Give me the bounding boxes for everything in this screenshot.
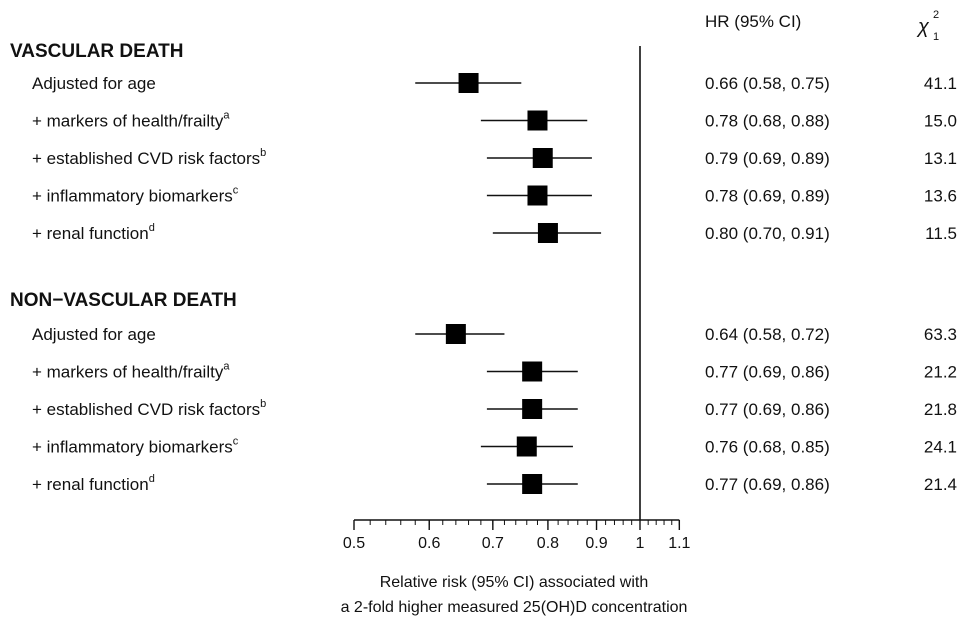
row-label: + markers of health/frailtya — [32, 110, 230, 131]
hr-value: 0.77 (0.69, 0.86) — [705, 400, 830, 419]
row-label-footnote: b — [260, 398, 266, 410]
chi-square-column-header: χ — [916, 16, 930, 38]
x-tick-label: 0.6 — [418, 535, 440, 552]
group-title: VASCULAR DEATH — [10, 41, 183, 62]
chi-square-value: 13.1 — [924, 149, 957, 168]
hr-marker — [516, 436, 537, 457]
row-label-footnote: c — [233, 436, 239, 448]
row-label: + markers of health/frailtya — [32, 361, 230, 382]
chi-square-value: 15.0 — [924, 112, 957, 131]
row-label-footnote: d — [149, 473, 155, 485]
hr-value: 0.79 (0.69, 0.89) — [705, 149, 830, 168]
chi-square-superscript: 2 — [933, 9, 939, 21]
hr-marker — [522, 399, 543, 419]
chi-square-value: 63.3 — [924, 325, 957, 344]
x-tick-label: 0.7 — [482, 535, 504, 552]
hr-marker — [527, 110, 548, 131]
hr-column-header: HR (95% CI) — [705, 12, 801, 31]
hr-marker — [522, 361, 543, 382]
x-axis: 0.5 0.6 0.7 0.8 0.9 1 1.1 — [343, 519, 691, 552]
hr-marker — [522, 474, 543, 494]
row-label: + established CVD risk factorsb — [32, 398, 266, 419]
hr-value: 0.77 (0.69, 0.86) — [705, 475, 830, 494]
chi-square-value: 11.5 — [925, 224, 957, 243]
row-label: Adjusted for age — [32, 325, 156, 344]
hr-value: 0.80 (0.70, 0.91) — [705, 224, 830, 243]
hr-marker — [537, 223, 558, 243]
forest-rows: VASCULAR DEATH Adjusted for age 0.66 (0.58… — [10, 41, 957, 494]
hr-value: 0.78 (0.68, 0.88) — [705, 112, 830, 131]
row-label: + inflammatory biomarkersc — [32, 185, 239, 206]
hr-marker — [445, 324, 466, 344]
row-label-footnote: b — [260, 147, 266, 159]
row-label-footnote: a — [223, 361, 230, 373]
chi-square-value: 24.1 — [924, 438, 957, 457]
row-label: + established CVD risk factorsb — [32, 147, 266, 168]
x-tick-label: 1 — [636, 535, 645, 552]
hr-marker — [532, 148, 553, 168]
x-tick-label: 0.9 — [585, 535, 607, 552]
hr-value: 0.78 (0.69, 0.89) — [705, 187, 830, 206]
row-label-footnote: d — [149, 222, 155, 234]
chi-square-value: 21.2 — [924, 363, 957, 382]
x-tick-label: 0.5 — [343, 535, 365, 552]
hr-marker — [527, 185, 548, 206]
chi-square-value: 13.6 — [924, 187, 957, 206]
chi-square-value: 21.4 — [924, 475, 957, 494]
row-label: + renal functiond — [32, 222, 155, 243]
row-label: Adjusted for age — [32, 74, 156, 93]
x-tick-label: 1.1 — [668, 535, 690, 552]
x-tick-label: 0.8 — [537, 535, 559, 552]
x-axis-label-line1: Relative risk (95% CI) associated with — [380, 574, 649, 591]
row-label-footnote: a — [223, 110, 230, 122]
hr-value: 0.66 (0.58, 0.75) — [705, 74, 830, 93]
hr-marker — [458, 73, 479, 93]
chi-square-value: 21.8 — [924, 400, 957, 419]
row-label-footnote: c — [233, 185, 239, 197]
chi-square-subscript: 1 — [933, 31, 939, 43]
group-title: NON−VASCULAR DEATH — [10, 290, 237, 311]
hr-value: 0.76 (0.68, 0.85) — [705, 438, 830, 457]
chi-square-value: 41.1 — [924, 74, 957, 93]
hr-value: 0.77 (0.69, 0.86) — [705, 363, 830, 382]
x-axis-label-line2: a 2-fold higher measured 25(OH)D concent… — [341, 599, 688, 616]
row-label: + renal functiond — [32, 473, 155, 494]
column-headers: HR (95% CI) χ 2 1 — [705, 9, 939, 43]
row-label: + inflammatory biomarkersc — [32, 436, 239, 457]
hr-value: 0.64 (0.58, 0.72) — [705, 325, 830, 344]
